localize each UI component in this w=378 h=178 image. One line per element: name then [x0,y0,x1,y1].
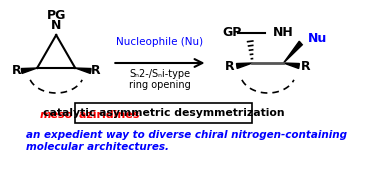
Polygon shape [284,63,299,69]
Text: R: R [225,59,235,72]
Text: meso: meso [39,110,73,120]
Text: R: R [91,64,101,77]
Polygon shape [237,63,253,69]
Text: Sₙ2-/Sₙi-type: Sₙ2-/Sₙi-type [129,69,191,79]
Text: N: N [51,19,61,32]
Polygon shape [284,41,302,63]
Text: Nucleophile (Nu): Nucleophile (Nu) [116,37,203,47]
Text: Nu: Nu [308,33,327,46]
Text: aziridines: aziridines [75,110,139,120]
Text: GP: GP [223,27,242,40]
Text: PG: PG [46,9,66,22]
Polygon shape [75,68,91,74]
Text: R: R [301,59,311,72]
FancyBboxPatch shape [75,103,251,123]
Text: R: R [12,64,21,77]
Polygon shape [21,68,37,74]
Text: molecular architectures.: molecular architectures. [26,142,169,152]
Text: ring opening: ring opening [129,80,191,90]
Text: an expedient way to diverse chiral nitrogen-containing: an expedient way to diverse chiral nitro… [26,130,347,140]
Text: catalytic asymmetric desymmetrization: catalytic asymmetric desymmetrization [43,108,284,118]
Text: NH: NH [273,27,294,40]
